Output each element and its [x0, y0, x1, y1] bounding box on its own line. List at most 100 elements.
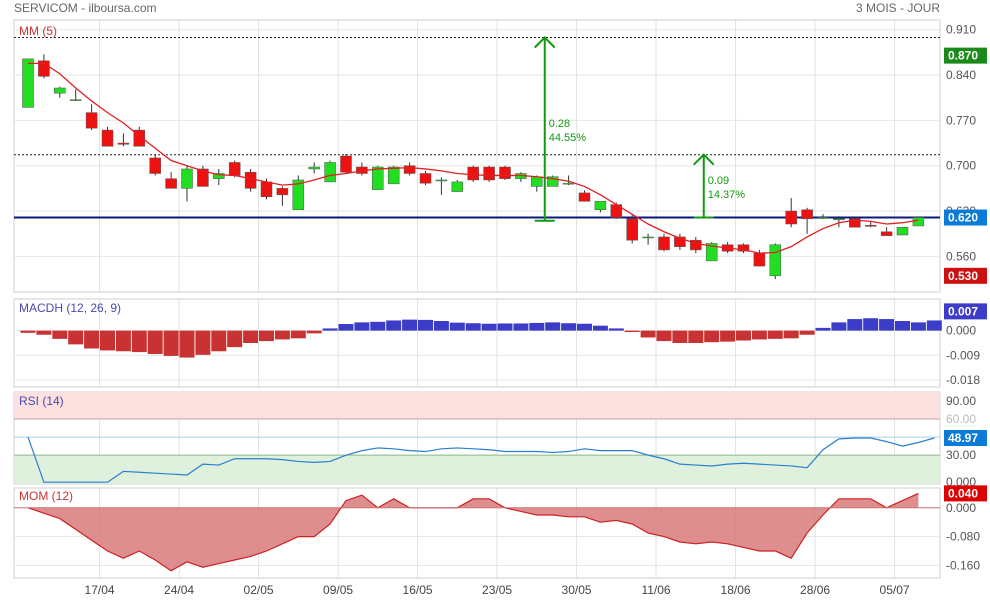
measure-arrow-head [534, 36, 556, 49]
momentum-panel-frame [13, 487, 941, 579]
macd-bar [274, 330, 290, 340]
candle [451, 181, 464, 192]
macd-bar [163, 330, 179, 356]
candle [372, 166, 384, 190]
measure-arrow-head [693, 153, 715, 166]
candle [403, 165, 416, 174]
macd-badge: 0.007 [948, 304, 978, 318]
candle [864, 225, 877, 227]
candle [435, 179, 448, 182]
macd-bar [910, 322, 926, 331]
macd-bar [672, 330, 688, 343]
candle [292, 179, 305, 211]
measure-change-label: 0.09 [708, 175, 729, 187]
macd-bar [895, 321, 910, 331]
candle [849, 218, 861, 228]
momentum-line [27, 492, 919, 572]
macd-bar [831, 322, 847, 331]
candle [896, 226, 909, 236]
measure-percent-label: 14.37% [708, 189, 746, 201]
macd-bar [259, 330, 274, 342]
macd-bar [322, 328, 338, 331]
high-badge: 0.870 [948, 49, 978, 63]
candle [785, 210, 797, 225]
price-panel-label: MM (5) [19, 24, 57, 38]
last-price-badge: 0.620 [948, 211, 978, 225]
rsi-oversold-zone [14, 455, 940, 484]
macd-bar [624, 330, 640, 332]
x-tick-label: 05/07 [880, 583, 910, 597]
momentum-panel-label: MOM (12) [19, 489, 73, 503]
y-tick-label: 0.560 [946, 249, 976, 263]
candle [387, 166, 400, 185]
macd-bar [179, 330, 195, 358]
candle [912, 217, 925, 227]
y-tick-label: -0.009 [946, 348, 980, 362]
macd-bar [449, 322, 465, 331]
macd-bar [656, 330, 672, 342]
measure-percent-label: 44.55% [549, 132, 587, 144]
macd-bar [799, 330, 815, 335]
candle [594, 201, 607, 211]
macd-bar [529, 322, 545, 331]
macd-bar [783, 330, 799, 339]
x-tick-label: 30/05 [562, 583, 592, 597]
x-tick-label: 11/06 [641, 583, 670, 597]
candle [546, 176, 559, 187]
macd-bar [481, 323, 497, 331]
macd-bar [592, 325, 608, 331]
macd-bar [720, 330, 736, 342]
x-tick-label: 18/06 [721, 583, 751, 597]
macd-bar [704, 330, 720, 343]
macd-bar [402, 319, 418, 331]
candle [531, 176, 543, 187]
y-tick-label: 0.000 [946, 324, 976, 338]
candle [260, 181, 273, 198]
macd-bar [608, 328, 624, 331]
macd-bar [386, 320, 402, 331]
candle [626, 218, 638, 241]
candle [22, 58, 34, 108]
momentum-badge: 0.040 [948, 486, 978, 500]
candle [181, 168, 193, 189]
x-tick-label: 09/05 [323, 583, 353, 597]
macd-bar [513, 323, 529, 331]
macd-bar [767, 330, 783, 339]
y-tick-label: 0.000 [946, 501, 976, 515]
high-badge-box [944, 47, 987, 64]
macd-badge-box [944, 303, 987, 320]
macd-bar [290, 330, 306, 339]
moving-average-line [28, 62, 919, 254]
candle [690, 239, 702, 251]
candle [340, 155, 352, 173]
candle [499, 166, 511, 179]
candle [38, 60, 50, 77]
candle [117, 142, 130, 145]
y-tick-label-partial: 60.00 [946, 412, 976, 426]
macd-bar [577, 323, 592, 331]
low-badge-box [944, 267, 987, 284]
candle [483, 166, 495, 181]
candle [658, 236, 670, 251]
y-tick-label: 0.910 [946, 23, 976, 37]
macd-bar [545, 322, 561, 331]
momentum-area [28, 493, 919, 571]
source-label: SERVICOM - ilboursa.com [14, 1, 157, 15]
candle [85, 112, 98, 129]
macd-bar [211, 330, 227, 352]
candle [419, 173, 432, 184]
macd-bar [306, 330, 322, 334]
macd-bar [52, 330, 68, 339]
candle [54, 87, 66, 94]
candle [467, 166, 479, 181]
macd-bar [338, 324, 354, 331]
candle [737, 244, 750, 252]
period-label: 3 MOIS - JOUR [855, 1, 940, 15]
macd-bar [497, 323, 513, 331]
macd-bar [20, 330, 36, 333]
candle [324, 162, 336, 183]
x-tick-label: 16/05 [403, 583, 433, 597]
candle [753, 252, 766, 267]
macd-bar [227, 330, 243, 348]
